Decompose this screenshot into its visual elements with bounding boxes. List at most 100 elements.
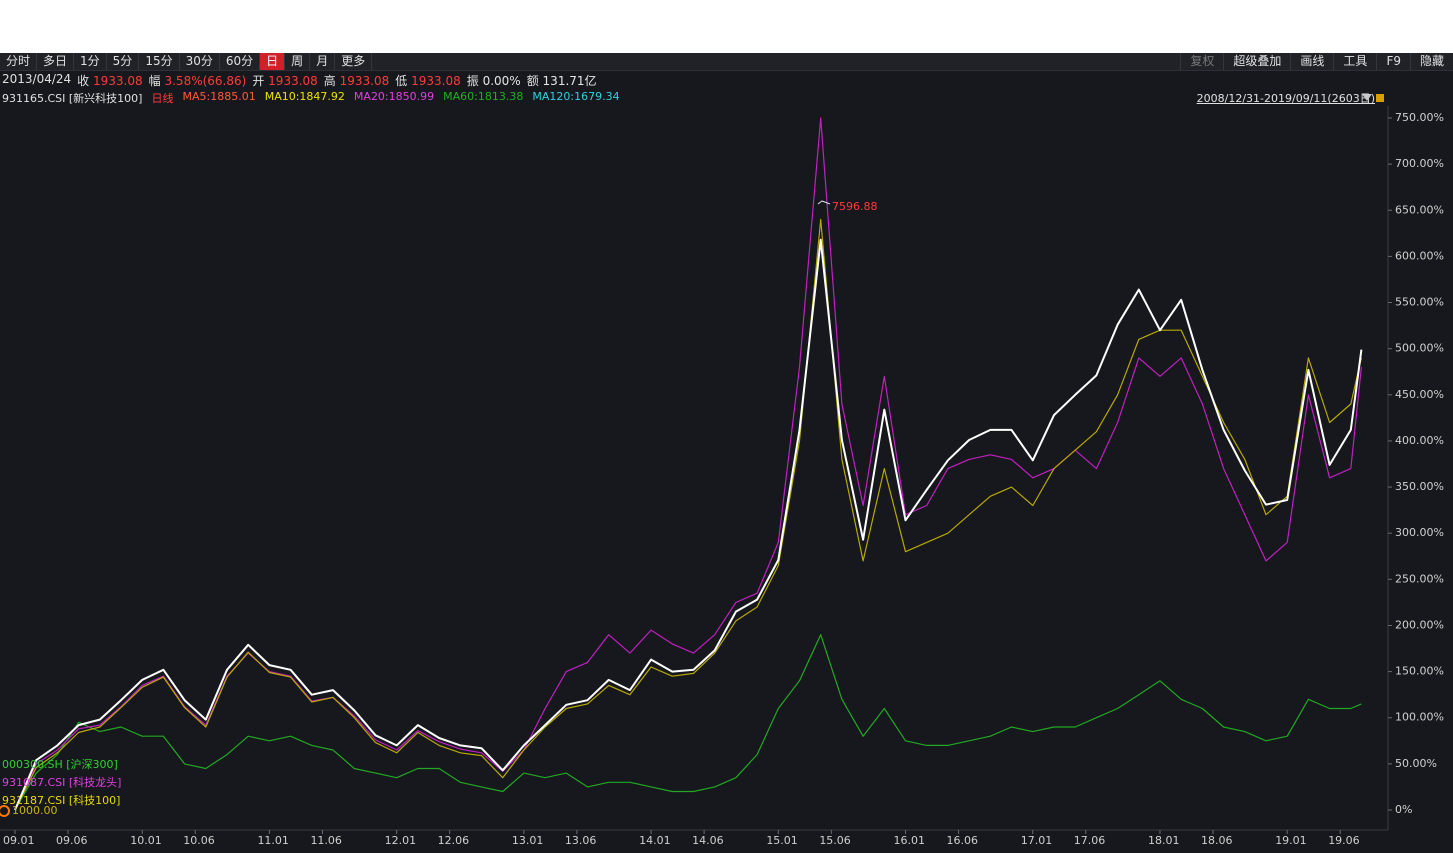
quote-value: 1933.08: [339, 74, 390, 88]
annotation-pointer: [817, 200, 831, 205]
period-tab[interactable]: 5分: [107, 53, 140, 70]
x-tick-label: 12.01: [385, 834, 417, 847]
series-line: [14, 218, 1362, 811]
quote-value: 3.58%(66.86): [164, 74, 247, 88]
x-tick-label: 11.01: [257, 834, 289, 847]
quote-label: 额: [526, 74, 539, 88]
tool-button[interactable]: F9: [1376, 53, 1410, 70]
x-tick-label: 13.06: [565, 834, 597, 847]
x-tick-label: 15.06: [819, 834, 851, 847]
x-tick-label: 12.06: [438, 834, 470, 847]
quote-item: 幅 3.58%(66.86): [149, 72, 247, 89]
chart-background: [0, 53, 1453, 853]
range-dropdown[interactable]: [1362, 94, 1372, 101]
date-range[interactable]: 2008/12/31-2019/09/11(2603日): [1196, 92, 1375, 105]
quote-label: 幅: [148, 74, 161, 88]
tool-button[interactable]: 超级叠加: [1223, 53, 1290, 70]
period-tab[interactable]: 15分: [139, 53, 180, 70]
quote-item: 收 1933.08: [77, 72, 142, 89]
indicator: MA5:1885.01: [182, 90, 256, 103]
legend-entry: 931187.CSI [科技100]: [2, 793, 120, 807]
quote-value: 1933.08: [411, 74, 461, 88]
indicator: MA20:1850.99: [353, 90, 435, 103]
period-tab[interactable]: 日: [260, 53, 286, 70]
quote-date: 2013/04/24: [2, 72, 72, 86]
y-tick-label: 550.00%: [1395, 296, 1444, 309]
quote-label: 低: [395, 74, 408, 88]
indicator: 日线: [151, 92, 174, 105]
y-tick-label: 700.00%: [1395, 157, 1444, 170]
indicator: MA10:1847.92: [264, 90, 345, 103]
period-tab[interactable]: 分时: [0, 53, 38, 70]
x-tick-label: 15.01: [766, 834, 798, 847]
quote-info: 2013/04/24 收 1933.08 幅 3.58%(66.86) 开 1933…: [2, 72, 597, 89]
x-tick-label: 10.01: [130, 834, 162, 847]
quote-item: 额 131.71亿: [527, 72, 597, 89]
y-tick-label: 600.00%: [1395, 249, 1444, 262]
quote-value: 131.71亿: [542, 74, 597, 88]
legend-entry: 000300.SH [沪深300]: [2, 757, 118, 771]
legend-entry: 931087.CSI [科技龙头]: [2, 775, 121, 789]
x-tick-label: 14.01: [639, 834, 671, 847]
x-tick-label: 11.06: [310, 834, 342, 847]
x-tick-label: 17.06: [1074, 834, 1106, 847]
x-tick-label: 09.06: [56, 834, 88, 847]
tool-button[interactable]: 复权: [1180, 53, 1223, 70]
tool-buttons: 复权 超级叠加 画线 工具 F9 隐藏: [1180, 53, 1453, 70]
indicator-row: 931165.CSI [新兴科技100] 日线 MA5:1885.01 MA10:1…: [2, 90, 620, 106]
tool-button[interactable]: 隐藏: [1409, 53, 1453, 70]
x-tick-label: 17.01: [1021, 834, 1053, 847]
period-tab[interactable]: 周: [285, 53, 311, 70]
x-tick-label: 09.01: [3, 834, 35, 847]
indicator: MA120:1679.34: [532, 90, 620, 103]
x-tick-label: 10.06: [183, 834, 215, 847]
tool-button[interactable]: 画线: [1290, 53, 1333, 70]
period-tabs: 分时 多日 1分 5分 15分 30分 60分日周月更多: [0, 53, 373, 70]
y-tick-label: 450.00%: [1395, 388, 1444, 401]
quote-item: 振 0.00%: [467, 72, 521, 89]
quote-value: 1933.08: [268, 74, 318, 88]
quote-value: 0.00%: [482, 74, 521, 88]
y-tick-label: 150.00%: [1395, 665, 1444, 678]
y-tick-label: 300.00%: [1395, 526, 1444, 539]
quote-label: 振: [466, 74, 479, 88]
period-tab[interactable]: 1分: [74, 53, 107, 70]
base-label: 1000.00: [12, 804, 58, 817]
y-tick-label: 100.00%: [1395, 711, 1444, 724]
x-tick-label: 14.06: [692, 834, 724, 847]
base-marker: [0, 805, 10, 817]
x-tick-label: 13.01: [512, 834, 544, 847]
series-line: [14, 634, 1362, 811]
lock-icon[interactable]: [1376, 94, 1384, 102]
y-tick-label: 0%: [1395, 803, 1412, 816]
period-tab[interactable]: 更多: [335, 53, 373, 70]
quote-item: 低 1933.08: [395, 72, 460, 89]
x-tick-label: 16.06: [947, 834, 979, 847]
period-tab[interactable]: 60分: [220, 53, 261, 70]
security-name: 931165.CSI [新兴科技100]: [2, 92, 143, 105]
y-tick-label: 500.00%: [1395, 342, 1444, 355]
indicator: MA60:1813.38: [443, 90, 524, 103]
y-tick-label: 50.00%: [1395, 757, 1437, 770]
series-line: [14, 117, 1362, 811]
x-tick-label: 18.06: [1201, 834, 1233, 847]
annotation: 7596.88: [832, 200, 878, 213]
quote-label: 开: [252, 74, 265, 88]
x-tick-label: 18.01: [1148, 834, 1180, 847]
x-tick-label: 16.01: [894, 834, 926, 847]
y-tick-label: 250.00%: [1395, 572, 1444, 585]
x-tick-label: 19.01: [1275, 834, 1307, 847]
period-tab[interactable]: 30分: [180, 53, 220, 70]
period-tab[interactable]: 月: [310, 53, 336, 70]
quote-item: 高 1933.08: [324, 72, 389, 89]
quote-value: 1933.08: [93, 74, 143, 88]
y-tick-label: 400.00%: [1395, 434, 1444, 447]
period-tab[interactable]: 多日: [37, 53, 75, 70]
y-tick-label: 350.00%: [1395, 480, 1444, 493]
y-tick-label: 750.00%: [1395, 111, 1444, 124]
tool-button[interactable]: 工具: [1333, 53, 1376, 70]
y-tick-label: 650.00%: [1395, 203, 1444, 216]
y-tick-label: 200.00%: [1395, 618, 1444, 631]
